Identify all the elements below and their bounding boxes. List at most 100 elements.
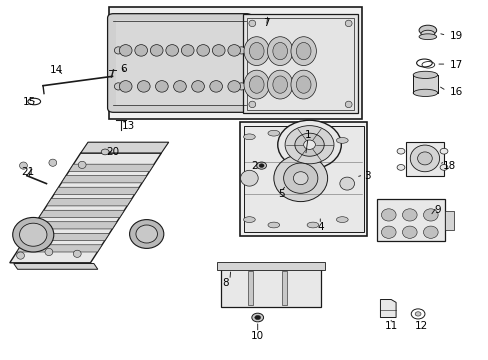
Ellipse shape <box>17 252 24 259</box>
FancyBboxPatch shape <box>242 14 358 113</box>
Ellipse shape <box>414 312 420 316</box>
FancyBboxPatch shape <box>221 264 321 307</box>
Ellipse shape <box>423 209 437 221</box>
Text: 20: 20 <box>106 147 119 157</box>
Polygon shape <box>14 264 98 269</box>
Polygon shape <box>10 153 161 263</box>
Ellipse shape <box>248 101 255 108</box>
Ellipse shape <box>418 34 436 40</box>
Ellipse shape <box>137 81 150 92</box>
FancyBboxPatch shape <box>376 199 444 241</box>
FancyBboxPatch shape <box>412 75 437 93</box>
Ellipse shape <box>336 138 347 143</box>
Ellipse shape <box>45 248 53 256</box>
Ellipse shape <box>237 83 245 90</box>
Ellipse shape <box>181 45 194 56</box>
Text: 7: 7 <box>263 18 269 28</box>
Ellipse shape <box>209 81 222 92</box>
Ellipse shape <box>316 134 328 140</box>
Ellipse shape <box>136 225 157 243</box>
Ellipse shape <box>303 140 315 149</box>
Ellipse shape <box>150 45 163 56</box>
Text: 4: 4 <box>316 222 323 232</box>
Text: 18: 18 <box>442 161 455 171</box>
Ellipse shape <box>272 76 287 93</box>
Ellipse shape <box>119 81 132 92</box>
Text: 2: 2 <box>250 161 257 171</box>
Polygon shape <box>54 187 139 194</box>
Polygon shape <box>32 222 117 229</box>
Ellipse shape <box>129 220 163 248</box>
Ellipse shape <box>396 148 404 154</box>
Polygon shape <box>39 210 124 217</box>
Ellipse shape <box>402 209 416 221</box>
Ellipse shape <box>165 45 178 56</box>
Ellipse shape <box>135 45 147 56</box>
Ellipse shape <box>296 76 310 93</box>
Ellipse shape <box>237 47 245 54</box>
Text: 6: 6 <box>120 64 126 74</box>
Text: 16: 16 <box>449 87 462 97</box>
Ellipse shape <box>292 130 304 136</box>
Polygon shape <box>81 142 168 153</box>
Ellipse shape <box>267 222 279 228</box>
Ellipse shape <box>272 42 287 60</box>
Text: 13: 13 <box>121 121 135 131</box>
Ellipse shape <box>417 152 431 165</box>
Text: 14: 14 <box>49 65 63 75</box>
Text: 19: 19 <box>449 31 462 41</box>
Ellipse shape <box>227 45 240 56</box>
Ellipse shape <box>439 148 447 154</box>
Ellipse shape <box>191 81 204 92</box>
FancyBboxPatch shape <box>282 271 286 305</box>
Ellipse shape <box>256 162 266 169</box>
Ellipse shape <box>339 177 354 190</box>
Ellipse shape <box>20 162 27 169</box>
Ellipse shape <box>240 170 258 186</box>
Ellipse shape <box>345 20 351 27</box>
Ellipse shape <box>259 164 264 167</box>
Ellipse shape <box>13 217 54 252</box>
Ellipse shape <box>173 81 186 92</box>
Ellipse shape <box>439 165 447 170</box>
FancyBboxPatch shape <box>116 20 244 106</box>
Ellipse shape <box>409 145 439 172</box>
Ellipse shape <box>248 20 255 27</box>
FancyBboxPatch shape <box>217 262 325 270</box>
Ellipse shape <box>381 209 395 221</box>
Ellipse shape <box>306 222 318 228</box>
Ellipse shape <box>78 161 86 168</box>
Text: 15: 15 <box>22 96 36 107</box>
Ellipse shape <box>20 223 47 246</box>
Text: 1: 1 <box>304 130 311 140</box>
FancyBboxPatch shape <box>444 211 453 230</box>
Ellipse shape <box>293 172 307 185</box>
Ellipse shape <box>155 81 168 92</box>
Ellipse shape <box>49 159 57 166</box>
Ellipse shape <box>254 315 260 320</box>
Text: 10: 10 <box>251 330 264 341</box>
Polygon shape <box>61 176 146 183</box>
Ellipse shape <box>396 165 404 170</box>
Text: 5: 5 <box>277 189 284 199</box>
FancyBboxPatch shape <box>247 271 252 305</box>
Ellipse shape <box>73 250 81 257</box>
Ellipse shape <box>296 42 310 60</box>
Ellipse shape <box>345 101 351 108</box>
Text: 8: 8 <box>222 278 228 288</box>
Ellipse shape <box>283 163 317 193</box>
Polygon shape <box>380 300 395 318</box>
Ellipse shape <box>249 76 264 93</box>
Text: 12: 12 <box>414 321 427 331</box>
Text: 9: 9 <box>433 204 440 215</box>
FancyBboxPatch shape <box>107 14 252 112</box>
Ellipse shape <box>267 130 279 136</box>
Text: 21: 21 <box>21 167 35 177</box>
Ellipse shape <box>243 134 255 140</box>
Ellipse shape <box>273 155 327 202</box>
FancyBboxPatch shape <box>243 126 364 232</box>
Ellipse shape <box>212 45 224 56</box>
Polygon shape <box>69 164 154 171</box>
FancyBboxPatch shape <box>108 7 361 119</box>
Ellipse shape <box>114 83 122 90</box>
